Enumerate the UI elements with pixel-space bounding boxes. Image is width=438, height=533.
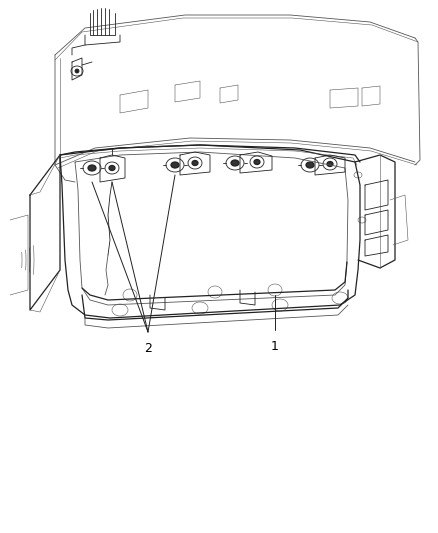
Ellipse shape [88, 165, 96, 171]
Text: 2: 2 [144, 342, 152, 355]
Ellipse shape [171, 162, 179, 168]
Ellipse shape [231, 160, 239, 166]
Ellipse shape [327, 161, 333, 166]
Ellipse shape [254, 159, 260, 165]
Text: 1: 1 [271, 340, 279, 353]
Ellipse shape [75, 69, 79, 73]
Ellipse shape [192, 160, 198, 166]
Ellipse shape [109, 166, 115, 171]
Ellipse shape [306, 162, 314, 168]
